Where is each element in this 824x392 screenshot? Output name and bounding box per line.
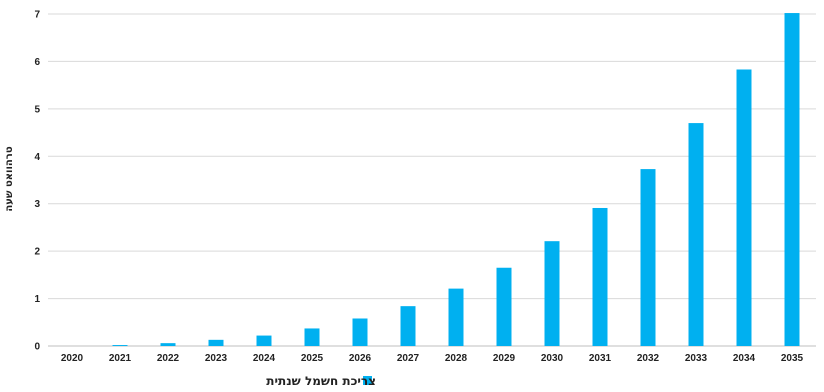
x-tick-label: 2024 <box>253 353 276 364</box>
bar-2028 <box>448 288 464 346</box>
y-tick-label: 0 <box>34 342 40 353</box>
x-tick-label: 2021 <box>109 353 132 364</box>
bar-2033 <box>688 123 704 346</box>
y-tick-label: 7 <box>34 10 40 21</box>
y-tick-label: 2 <box>34 247 40 258</box>
y-axis-title: טרהוואט שעה <box>4 146 15 211</box>
y-tick-label: 6 <box>34 57 40 68</box>
gridlines <box>48 13 816 347</box>
bar-2023 <box>208 339 224 346</box>
x-tick-label: 2028 <box>445 353 468 364</box>
y-tick-label: 4 <box>34 152 40 163</box>
x-tick-label: 2031 <box>589 353 612 364</box>
x-tick-label: 2030 <box>541 353 564 364</box>
x-tick-label: 2020 <box>61 353 84 364</box>
bar-2021 <box>112 345 128 346</box>
x-tick-label: 2034 <box>733 353 756 364</box>
y-tick-label: 5 <box>34 104 40 115</box>
x-tick-label: 2033 <box>685 353 708 364</box>
x-tick-label: 2025 <box>301 353 324 364</box>
bar-2025 <box>304 328 320 346</box>
bar-2022 <box>160 343 176 346</box>
bar-2031 <box>592 207 608 346</box>
legend-swatch <box>363 376 372 385</box>
x-tick-label: 2032 <box>637 353 660 364</box>
x-tick-label: 2027 <box>397 353 420 364</box>
bar-2026 <box>352 318 368 346</box>
y-tick-label: 1 <box>34 294 40 305</box>
x-tick-label: 2022 <box>157 353 180 364</box>
x-tick-label: 2023 <box>205 353 228 364</box>
bar-2030 <box>544 241 560 346</box>
x-tick-label: 2026 <box>349 353 372 364</box>
x-tick-label: 2029 <box>493 353 516 364</box>
bar-2024 <box>256 335 272 346</box>
legend: צריכת חשמל שנתית <box>266 374 376 388</box>
bar-2034 <box>736 69 752 347</box>
bar-2035 <box>784 13 800 347</box>
legend-label: צריכת חשמל שנתית <box>266 374 376 388</box>
bar-2032 <box>640 169 656 346</box>
y-tick-label: 3 <box>34 199 40 210</box>
bars <box>112 13 800 347</box>
x-tick-label: 2035 <box>781 353 804 364</box>
y-axis-ticks: 0 1 2 3 4 5 6 7 <box>34 10 40 353</box>
bar-2027 <box>400 306 416 346</box>
bar-2029 <box>496 267 512 346</box>
x-axis-ticks: 2020 2021 2022 2023 2024 2025 2026 2027 2028 2029… <box>61 353 804 364</box>
